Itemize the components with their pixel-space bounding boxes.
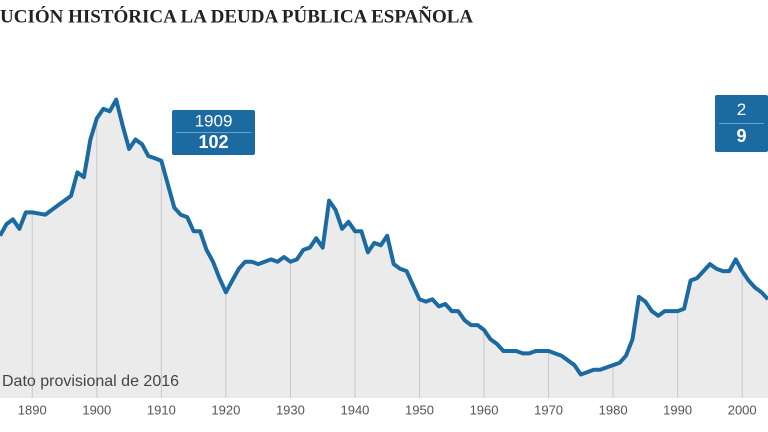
x-tick-label: 1950 [405, 402, 434, 417]
chart-title: UCIÓN HISTÓRICA LA DEUDA PÚBLICA ESPAÑOL… [0, 5, 473, 27]
area [0, 99, 768, 398]
footnote: Dato provisional de 2016 [2, 373, 179, 390]
x-tick-label: 1930 [276, 402, 305, 417]
x-tick-label: 1920 [211, 402, 240, 417]
annotation-value: 9 [736, 126, 746, 146]
x-tick-label: 1990 [663, 402, 692, 417]
annotation-year: 1909 [195, 112, 233, 131]
x-tick-label: 1980 [599, 402, 628, 417]
x-tick-label: 1970 [534, 402, 563, 417]
x-tick-label: 1960 [470, 402, 499, 417]
annotation-value: 102 [198, 132, 228, 152]
x-tick-label: 1940 [340, 402, 369, 417]
annotation-year: 2 [737, 100, 746, 119]
x-tick-label: 1900 [82, 402, 111, 417]
x-tick-label: 1890 [18, 402, 47, 417]
x-tick-label: 2000 [728, 402, 757, 417]
line [0, 97, 768, 377]
x-tick-label: 1910 [147, 402, 176, 417]
